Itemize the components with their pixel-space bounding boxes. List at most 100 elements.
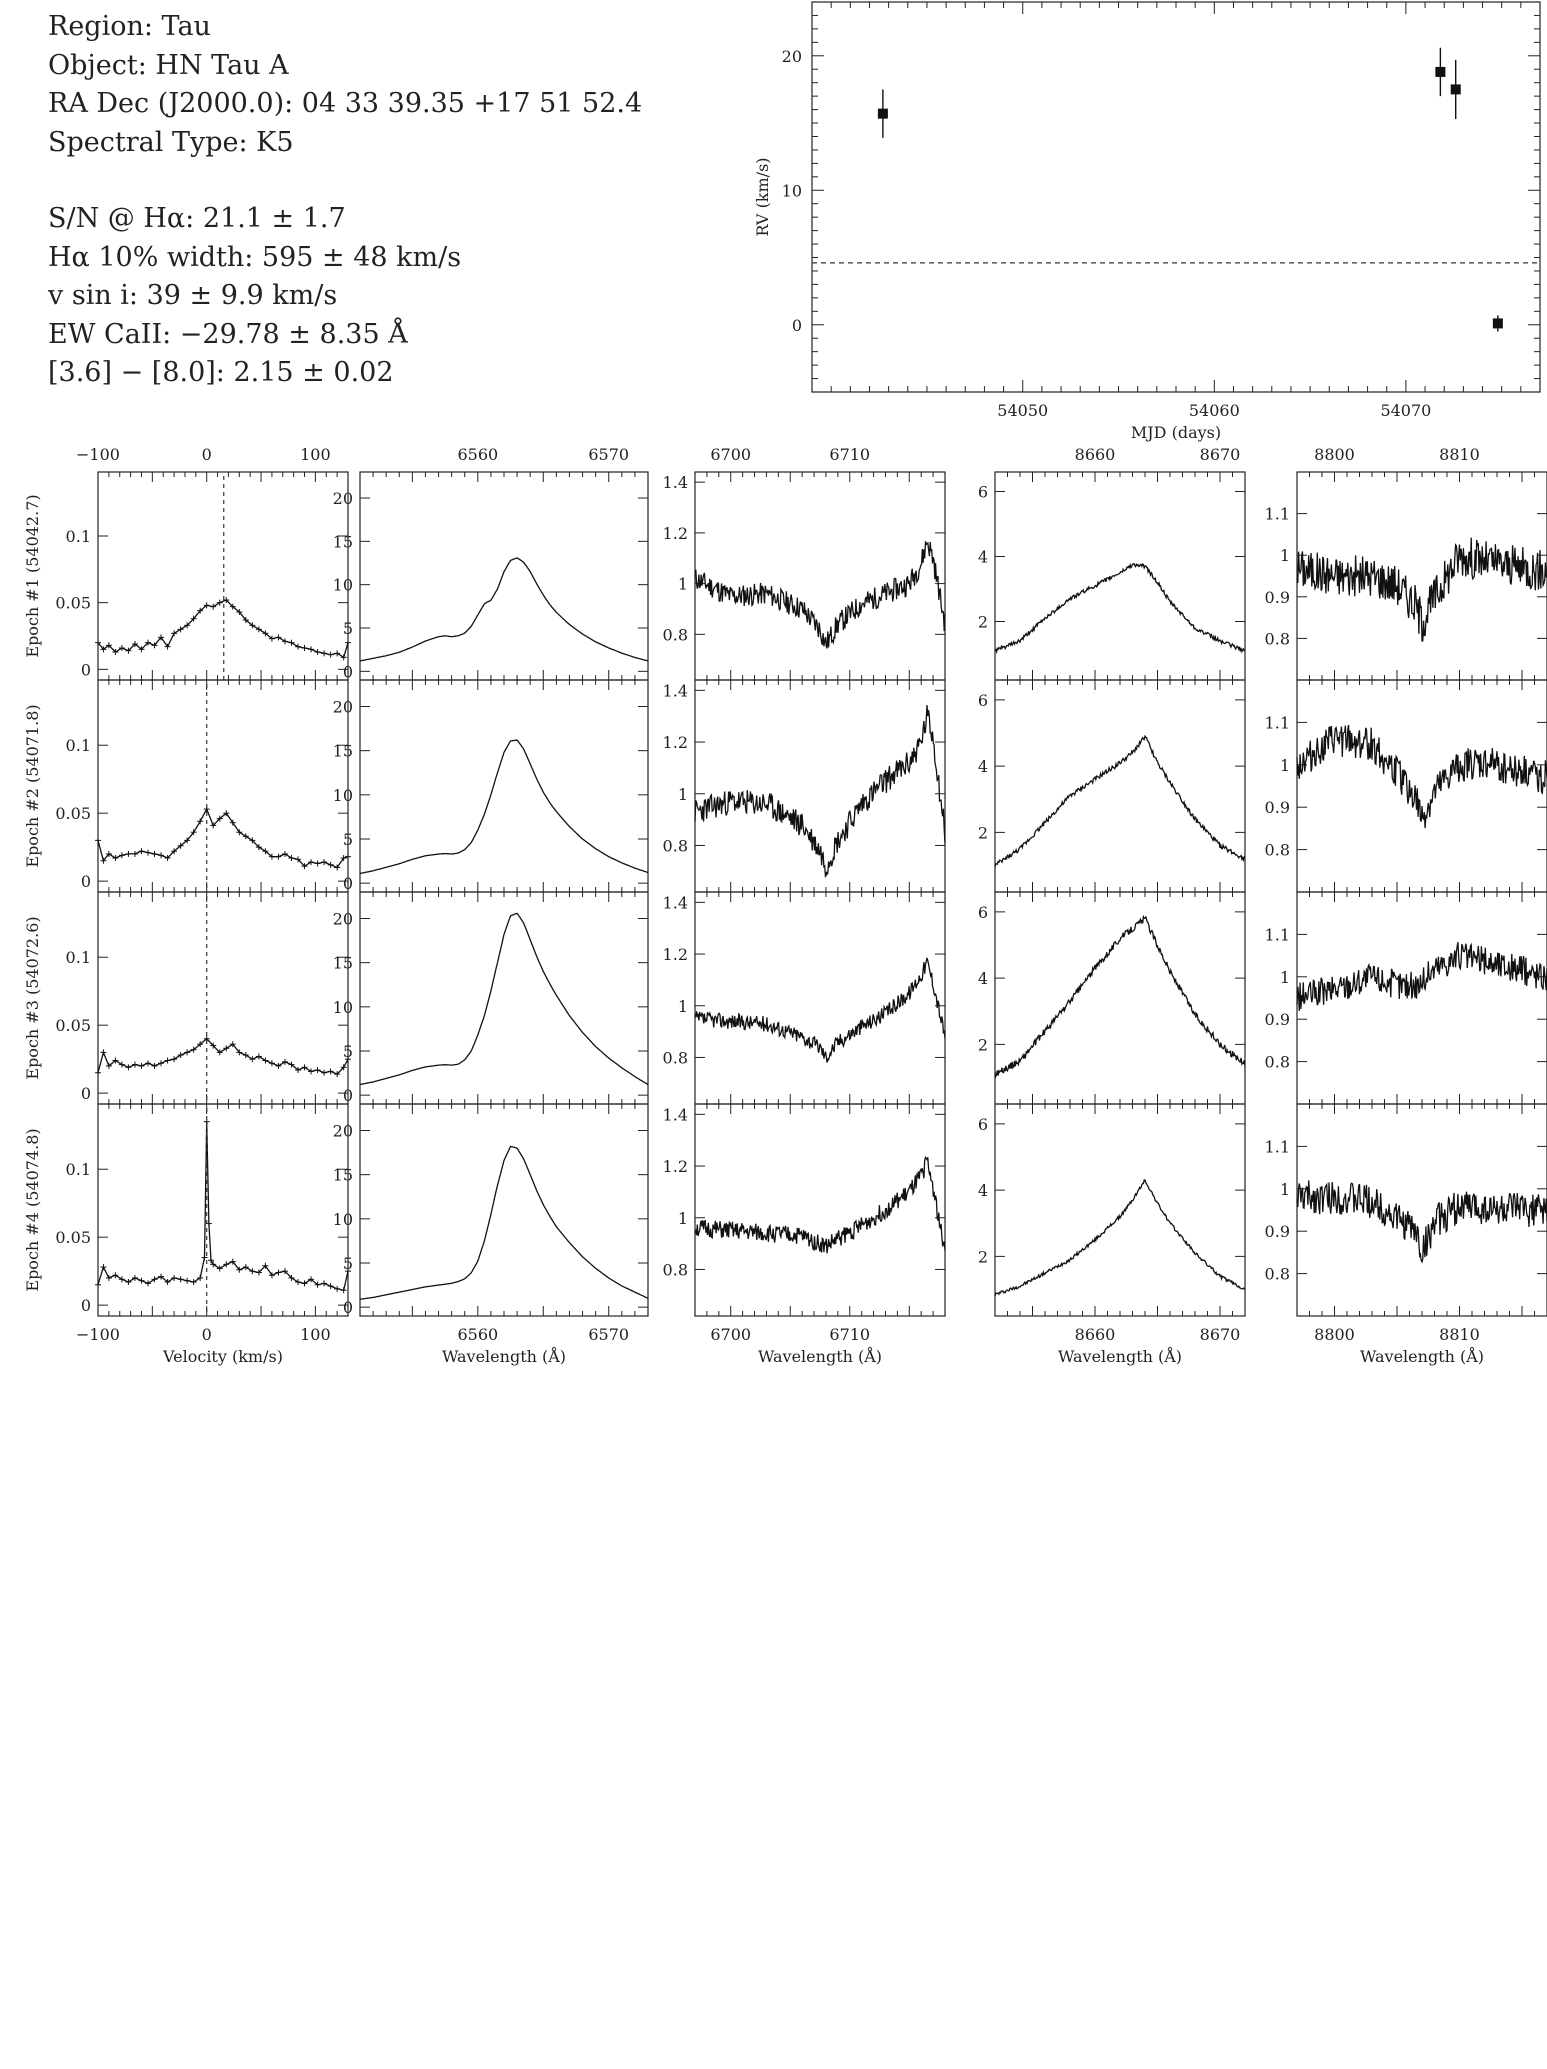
- ox-y-tick-label: 1.1: [1265, 1137, 1290, 1156]
- halpha-panel-frame: [359, 891, 649, 1105]
- halpha-y-tick-label: 20: [333, 1122, 353, 1141]
- ccf-panel-frame: [97, 679, 349, 893]
- ccf-spectrum-line: [97, 1121, 349, 1291]
- halpha-y-tick-label: 5: [343, 830, 353, 849]
- halpha-spectrum-line: [359, 739, 649, 875]
- rv-x-axis-label: MJD (days): [1131, 423, 1221, 442]
- ox-y-tick-label: 1: [1280, 968, 1290, 987]
- li-y-tick-label: 1: [678, 997, 688, 1016]
- halpha-y-tick-label: 5: [343, 619, 353, 638]
- halpha-y-tick-label: 10: [333, 998, 353, 1017]
- ca-y-tick-label: 6: [978, 691, 988, 710]
- ccf-y-tick-label: 0.1: [66, 948, 91, 967]
- li-bottom-tick-label: 6700: [710, 1325, 751, 1344]
- li-spectrum-line: [694, 705, 946, 878]
- ccf-epoch-label: Epoch #2 (54071.8): [23, 704, 42, 867]
- ccf-spectrum-line: [97, 1037, 349, 1075]
- ca-panel-frame: [994, 471, 1246, 681]
- ccf-panel-frame: [97, 1103, 349, 1317]
- halpha-panel-frame: [359, 1103, 649, 1317]
- ca-y-tick-label: 4: [978, 548, 988, 567]
- halpha-spectrum-line: [359, 912, 649, 1086]
- halpha-bottom-tick-label: 6570: [588, 1325, 629, 1344]
- halpha-bottom-tick-label: 6560: [457, 1325, 498, 1344]
- ccf-bottom-tick-label: 100: [300, 1325, 331, 1344]
- ox-bottom-tick-label: 8810: [1439, 1325, 1480, 1344]
- halpha-y-tick-label: 10: [333, 1210, 353, 1229]
- ca-y-tick-label: 4: [978, 969, 988, 988]
- ox-y-tick-label: 1: [1280, 1180, 1290, 1199]
- li-y-tick-label: 0.8: [663, 1048, 688, 1067]
- ca-y-tick-label: 4: [978, 757, 988, 776]
- li-top-tick-label: 6700: [710, 445, 751, 464]
- ca-panel-frame: [994, 1103, 1246, 1317]
- halpha-top-tick-label: 6560: [457, 445, 498, 464]
- li-y-tick-label: 1.2: [663, 524, 688, 543]
- rv-point: [1492, 318, 1503, 329]
- li-y-tick-label: 0.8: [663, 836, 688, 855]
- ca-y-tick-label: 4: [978, 1181, 988, 1200]
- rv-y-tick-label: 0: [792, 316, 802, 335]
- ca-y-tick-label: 6: [978, 483, 988, 502]
- ccf-bottom-tick-label: 0: [202, 1325, 212, 1344]
- li-y-tick-label: 1: [678, 1209, 688, 1228]
- halpha-panel-frame: [359, 471, 649, 681]
- halpha-y-tick-label: 15: [333, 1166, 353, 1185]
- li-bottom-tick-label: 6710: [829, 1325, 870, 1344]
- ca-top-tick-label: 8660: [1075, 445, 1116, 464]
- li-y-tick-label: 1.2: [663, 733, 688, 752]
- ca-spectrum-line: [994, 562, 1246, 655]
- halpha-y-tick-label: 20: [333, 698, 353, 717]
- ox-panel-frame: [1296, 1103, 1547, 1317]
- li-y-tick-label: 1.4: [663, 893, 688, 912]
- ccf-top-tick-label: −100: [76, 445, 120, 464]
- ox-y-tick-label: 0.8: [1265, 629, 1290, 648]
- ccf-panel-frame: [97, 891, 349, 1105]
- halpha-y-tick-label: 15: [333, 742, 353, 761]
- halpha-y-tick-label: 0: [343, 1298, 353, 1317]
- ox-y-tick-label: 1.1: [1265, 713, 1290, 732]
- halpha-spectrum-line: [359, 1145, 649, 1300]
- ox-y-tick-label: 0.9: [1265, 798, 1290, 817]
- ca-bottom-tick-label: 8660: [1075, 1325, 1116, 1344]
- halpha-y-tick-label: 10: [333, 576, 353, 595]
- rv-x-tick-label: 54060: [1189, 401, 1240, 420]
- ccf-y-tick-label: 0.1: [66, 1160, 91, 1179]
- ox-spectrum-line: [1296, 1180, 1547, 1264]
- ox-spectrum-line: [1296, 941, 1547, 1011]
- halpha-y-tick-label: 15: [333, 954, 353, 973]
- ccf-y-tick-label: 0.05: [55, 804, 91, 823]
- ca-spectrum-line: [994, 914, 1246, 1079]
- rv-plot-frame: [811, 1, 1541, 393]
- li-spectrum-line: [694, 541, 946, 649]
- ca-y-tick-label: 2: [978, 823, 988, 842]
- rv-point: [1450, 84, 1461, 95]
- ccf-y-tick-label: 0.1: [66, 736, 91, 755]
- ccf-x-axis-label: Velocity (km/s): [162, 1347, 283, 1366]
- ox-y-tick-label: 0.8: [1265, 1265, 1290, 1284]
- ccf-y-tick-label: 0: [81, 1296, 91, 1315]
- ccf-epoch-label: Epoch #1 (54042.7): [23, 494, 42, 657]
- ca-bottom-tick-label: 8670: [1200, 1325, 1241, 1344]
- li-top-tick-label: 6710: [829, 445, 870, 464]
- ccf-spectrum-line: [97, 807, 349, 869]
- li-panel-frame: [694, 471, 946, 681]
- ox-y-tick-label: 1: [1280, 756, 1290, 775]
- li-y-tick-label: 1.4: [663, 1105, 688, 1124]
- ccf-epoch-label: Epoch #4 (54074.8): [23, 1128, 42, 1291]
- ox-y-tick-label: 0.9: [1265, 588, 1290, 607]
- ca-y-tick-label: 2: [978, 613, 988, 632]
- li-y-tick-label: 1: [678, 575, 688, 594]
- ox-spectrum-line: [1296, 537, 1547, 642]
- li-y-tick-label: 1.4: [663, 473, 688, 492]
- ox-y-tick-label: 1.1: [1265, 925, 1290, 944]
- li-panel-frame: [694, 1103, 946, 1317]
- ox-top-tick-label: 8800: [1314, 445, 1355, 464]
- ox-x-axis-label: Wavelength (Å): [1360, 1346, 1484, 1366]
- ca-y-tick-label: 6: [978, 1115, 988, 1134]
- rv-point: [1435, 66, 1446, 77]
- li-y-tick-label: 1: [678, 785, 688, 804]
- ccf-bottom-tick-label: −100: [76, 1325, 120, 1344]
- ew-caii-label: EW CaII: −29.78 ± 8.35 Å: [48, 318, 408, 350]
